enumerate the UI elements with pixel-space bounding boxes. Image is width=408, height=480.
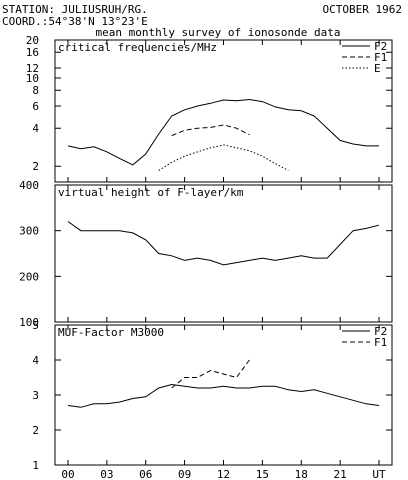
legend-label-f2: F2	[374, 325, 387, 338]
x-tick-label: 12	[217, 468, 230, 480]
x-tick-label: 15	[256, 468, 269, 480]
y-tick-label: 100	[19, 316, 39, 329]
y-tick-label: 4	[32, 122, 39, 135]
x-tick-label: UT	[372, 468, 386, 480]
y-tick-label: 1	[32, 459, 39, 472]
y-tick-label: 20	[26, 34, 39, 47]
figure-subtitle: mean monthly survey of ionosonde data	[95, 26, 340, 39]
series-line-f2	[67, 98, 379, 166]
y-tick-label: 5	[32, 319, 39, 332]
y-tick-label: 4	[32, 354, 39, 367]
y-tick-label: 16	[26, 46, 39, 59]
x-tick-label: 09	[178, 468, 191, 480]
series-line-f1	[171, 124, 250, 137]
y-tick-label: 8	[32, 84, 39, 97]
month-label: OCTOBER 1962	[323, 3, 402, 16]
legend-label-e: E	[374, 62, 381, 75]
panel-2-title: virtual height of F-layer/km	[58, 186, 244, 199]
y-tick-label: 300	[19, 225, 39, 238]
y-tick-label: 3	[32, 389, 39, 402]
x-tick-label: 00	[61, 468, 74, 480]
y-tick-label: 6	[32, 100, 39, 113]
legend-label-f1: F1	[374, 51, 387, 64]
y-tick-label: 2	[32, 160, 39, 173]
series-line-e	[158, 144, 289, 171]
station-label: STATION: JULIUSRUH/RG.	[2, 3, 148, 16]
panel-3-title: MUF-Factor M3000	[58, 326, 164, 339]
panel-1-frame	[54, 39, 393, 183]
series-line-height	[67, 221, 380, 266]
series-line-f1	[171, 359, 250, 389]
y-tick-label: 12	[26, 62, 39, 75]
legend-label-f1: F1	[374, 336, 387, 349]
x-tick-label: 21	[334, 468, 347, 480]
x-tick-label: 03	[100, 468, 113, 480]
series-line-f2	[67, 383, 380, 408]
x-tick-label: 06	[139, 468, 152, 480]
virtual-height-panel: virtual height of F-layer/km 100 200 300 400	[19, 179, 393, 329]
panel-3-frame	[54, 324, 393, 466]
y-tick-label: 200	[19, 270, 39, 283]
y-tick-label: 400	[19, 179, 39, 192]
y-tick-label: 2	[32, 424, 39, 437]
coordinates-label: COORD.:54°38'N 13°23'E	[2, 15, 148, 28]
legend-label-f2: F2	[374, 40, 387, 53]
x-tick-label: 18	[295, 468, 308, 480]
panel-1-title: critical frequencies/MHz	[58, 41, 217, 54]
y-tick-label: 10	[26, 72, 39, 85]
panel-2-frame	[54, 184, 393, 323]
